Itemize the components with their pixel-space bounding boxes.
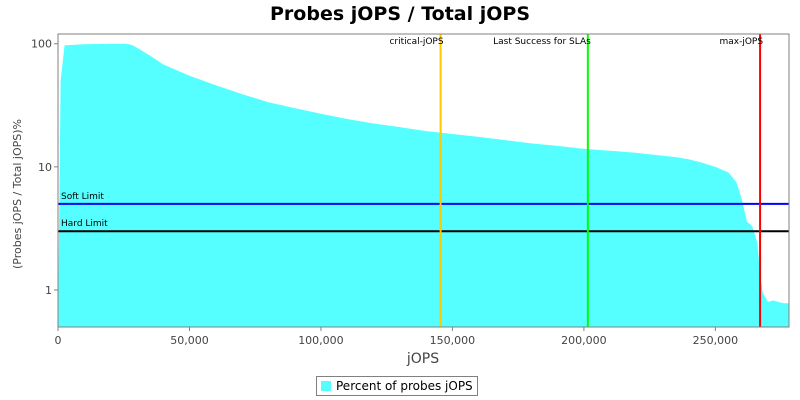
- x-tick-label: 100,000: [298, 334, 344, 347]
- vertical-marker-label-1: Last Success for SLAs: [493, 37, 591, 47]
- horizontal-marker-label-0: Soft Limit: [61, 192, 104, 202]
- y-axis-label: (Probes jOPS / Total jOPS)%: [11, 119, 24, 269]
- x-tick-label: 150,000: [430, 334, 476, 347]
- x-tick-label: 50,000: [170, 334, 209, 347]
- y-axis: 1 10 100: [31, 38, 58, 297]
- x-axis: 0 50,000 100,000 150,000 200,000 250,000: [55, 327, 739, 347]
- horizontal-marker-label-1: Hard Limit: [61, 219, 108, 229]
- x-tick-label: 250,000: [693, 334, 739, 347]
- chart-title: Probes jOPS / Total jOPS: [270, 3, 530, 25]
- vertical-marker-label-0: critical-jOPS: [389, 37, 443, 47]
- y-tick-label: 100: [31, 38, 52, 51]
- legend-swatch: [321, 381, 331, 391]
- x-axis-label: jOPS: [406, 351, 439, 367]
- legend: Percent of probes jOPS: [316, 376, 478, 396]
- x-tick-label: 0: [55, 334, 62, 347]
- vertical-marker-label-2: max-jOPS: [719, 37, 763, 47]
- legend-label: Percent of probes jOPS: [336, 379, 473, 393]
- x-tick-label: 200,000: [561, 334, 607, 347]
- y-tick-label: 10: [38, 161, 52, 174]
- series-area-0: [58, 43, 789, 327]
- plot-area: Soft Limit Hard Limit critical-jOPS Last Su…: [57, 33, 790, 328]
- y-tick-label: 1: [45, 284, 52, 297]
- plot-border: [57, 33, 790, 328]
